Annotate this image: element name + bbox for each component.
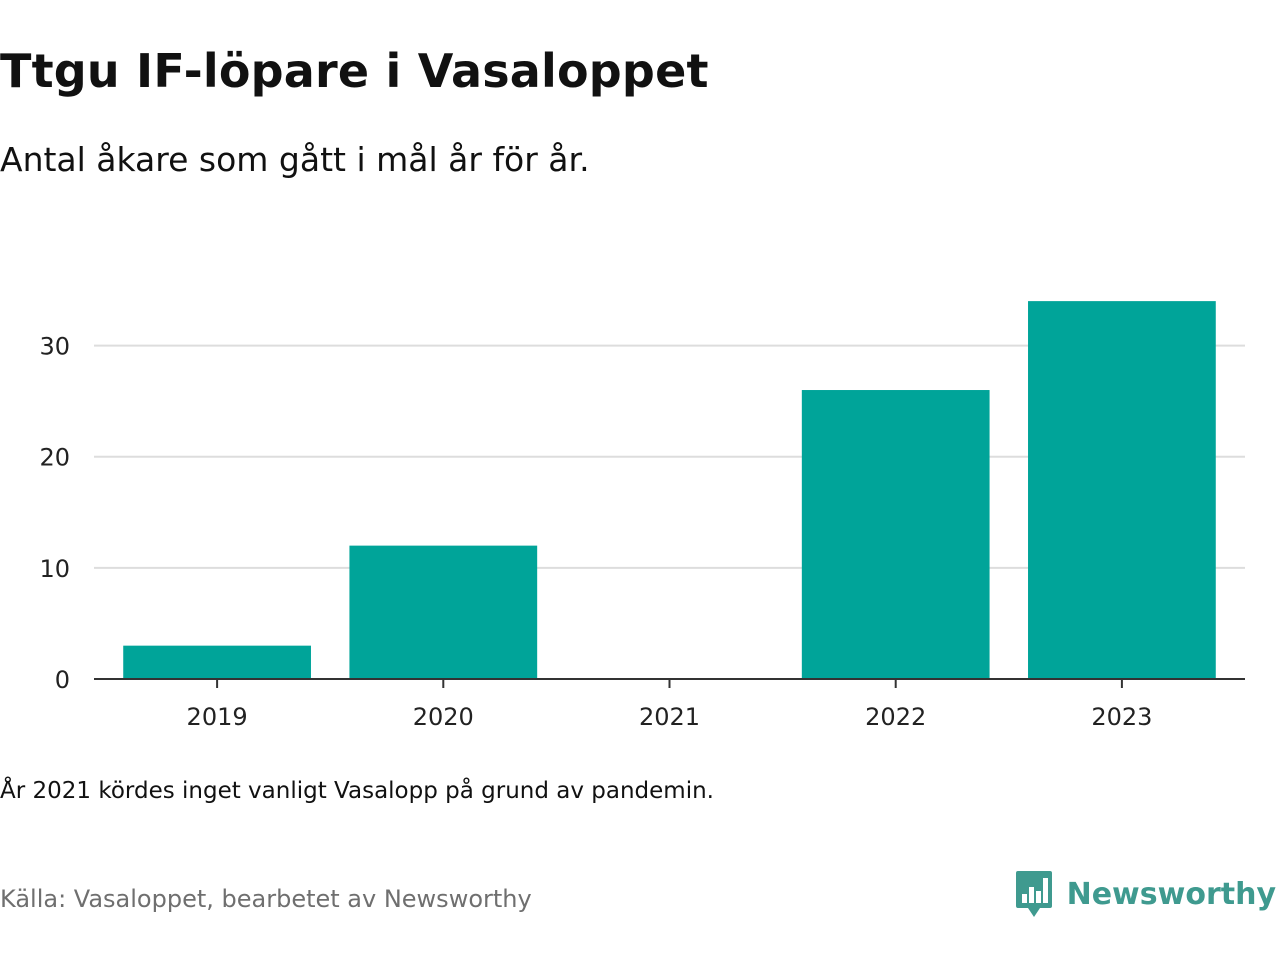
x-tick-label: 2023 — [1091, 703, 1152, 731]
brand-logo: Newsworthy — [1015, 870, 1276, 918]
x-tick-label: 2022 — [865, 703, 926, 731]
chart-subtitle: Antal åkare som gått i mål år för år. — [0, 140, 590, 179]
bar-2023 — [1028, 301, 1216, 679]
y-tick-label: 20 — [39, 444, 70, 472]
chart-source: Källa: Vasaloppet, bearbetet av Newswort… — [0, 885, 532, 913]
x-tick-label: 2019 — [187, 703, 248, 731]
bar-2022 — [801, 390, 990, 679]
brand-name: Newsworthy — [1066, 876, 1276, 912]
chart-note: År 2021 kördes inget vanligt Vasalopp på… — [0, 778, 714, 804]
bar-2019 — [123, 645, 311, 679]
bar-2020 — [349, 545, 538, 679]
x-tick-label: 2020 — [413, 703, 474, 731]
y-tick-label: 30 — [39, 333, 70, 361]
x-tick-label: 2021 — [639, 703, 700, 731]
bar-chart: 0 10 20 30 2019 2020 2021 2022 2023 — [39, 301, 1245, 731]
y-tick-label: 10 — [39, 555, 70, 583]
bar-chart-speech-bubble-icon — [1015, 871, 1052, 917]
chart-title: Ttgu IF-löpare i Vasaloppet — [0, 44, 709, 98]
y-tick-label: 0 — [55, 666, 70, 694]
